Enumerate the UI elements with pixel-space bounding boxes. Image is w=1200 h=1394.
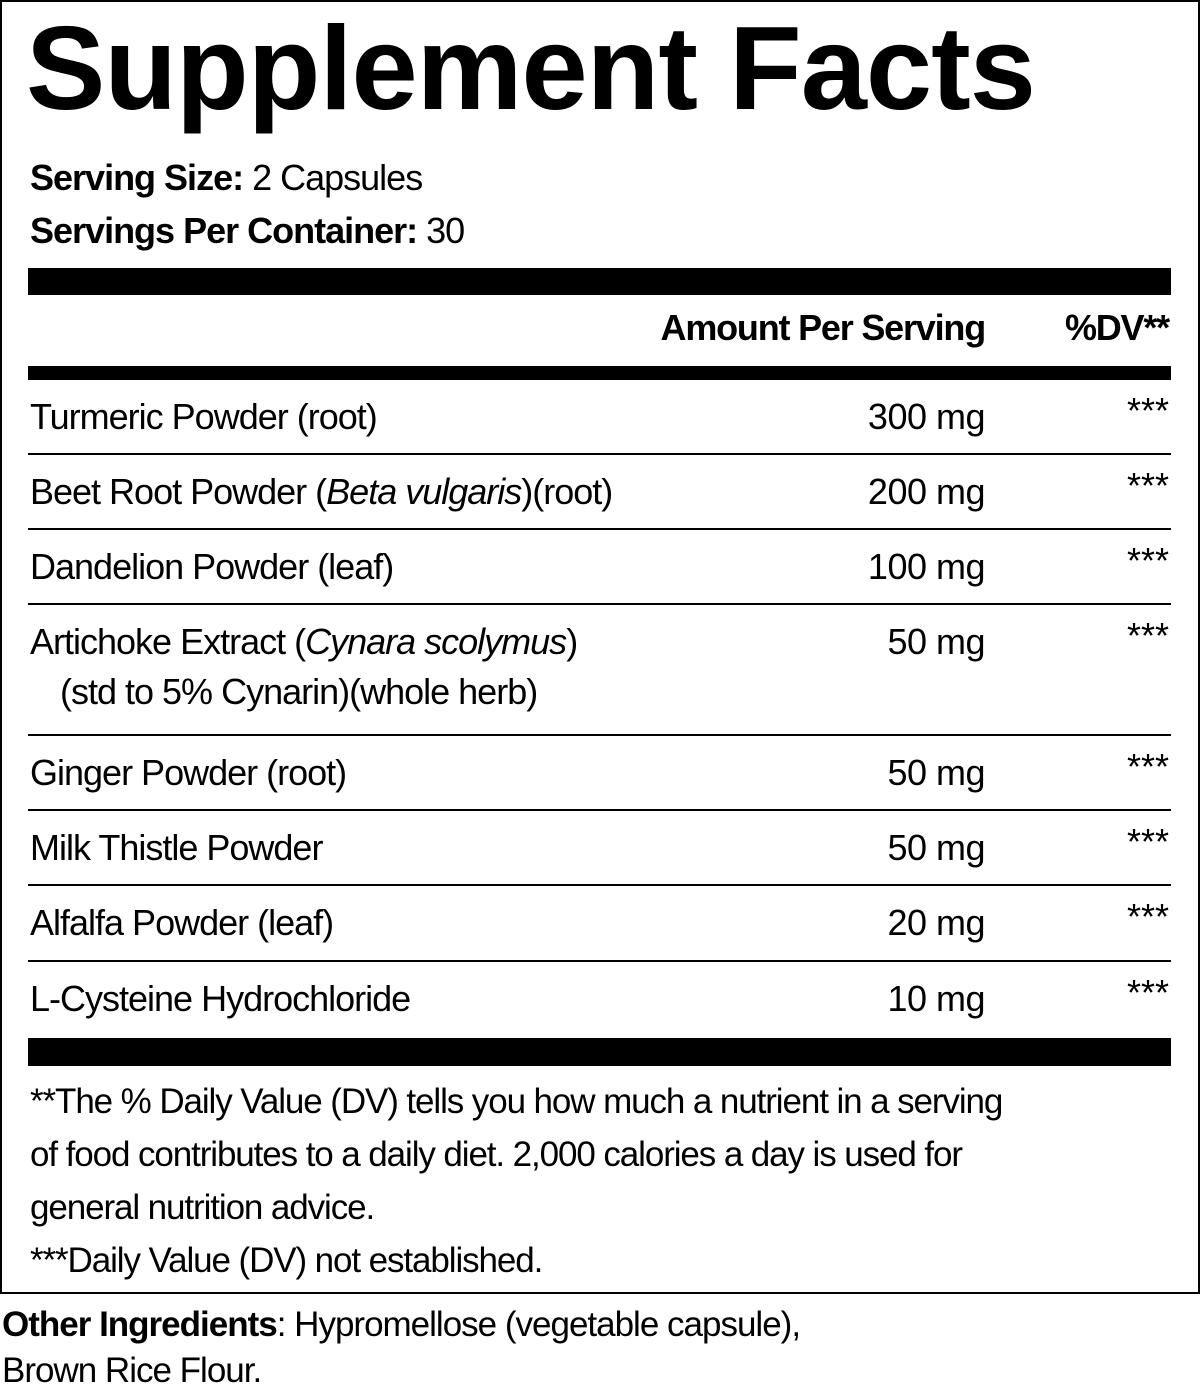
panel-title: Supplement Facts (26, 2, 1036, 135)
ingredient-dv: *** (1126, 896, 1169, 937)
ingredient-row: Alfalfa Powder (leaf) 20 mg *** (28, 886, 1171, 962)
ingredient-name: Beet Root Powder (Beta vulgaris)(root) (30, 467, 613, 517)
divider-thick-bottom (28, 1038, 1171, 1066)
servings-value: 30 (426, 210, 465, 251)
ingredient-latin-name: Cynara scolymus (305, 621, 567, 662)
footnote-line: **The % Daily Value (DV) tells you how m… (30, 1082, 1003, 1121)
servings-per-container: Servings Per Container: 30 (30, 209, 465, 253)
ingredient-name: Alfalfa Powder (leaf) (30, 898, 334, 948)
ingredient-name-text: Dandelion Powder (leaf) (30, 546, 394, 587)
ingredient-amount: 10 mg (887, 978, 985, 1019)
ingredient-dv: *** (1126, 465, 1169, 506)
servings-label: Servings Per Container: (30, 210, 418, 251)
ingredient-row: Milk Thistle Powder 50 mg *** (28, 811, 1171, 886)
ingredient-name-text: L-Cysteine Hydrochloride (30, 978, 411, 1019)
ingredient-row: Artichoke Extract (Cynara scolymus) (std … (28, 605, 1171, 736)
ingredient-name: Turmeric Powder (root) (30, 392, 378, 442)
ingredient-dv: *** (1126, 746, 1169, 787)
ingredient-amount: 300 mg (867, 396, 986, 437)
ingredient-amount: 50 mg (887, 827, 985, 868)
footnote-line: ***Daily Value (DV) not established. (30, 1241, 543, 1280)
other-ingredients: Other Ingredients: Hypromellose (vegetab… (2, 1302, 801, 1394)
ingredient-amount: 20 mg (887, 902, 985, 943)
ingredient-amount: 200 mg (867, 471, 986, 512)
footnote-line: general nutrition advice. (30, 1188, 375, 1227)
ingredient-name-text: Turmeric Powder (root) (30, 396, 378, 437)
other-ingredients-label: Other Ingredients (2, 1305, 278, 1344)
header-dv: %DV** (1064, 307, 1170, 348)
ingredient-name-text: ) (566, 621, 578, 662)
ingredient-name: L-Cysteine Hydrochloride (30, 974, 411, 1024)
ingredient-name-detail: (std to 5% Cynarin)(whole herb) (60, 671, 538, 712)
ingredient-name-text: Beet Root Powder ( (30, 471, 327, 512)
ingredient-dv: *** (1126, 821, 1169, 862)
ingredient-row: Ginger Powder (root) 50 mg *** (28, 736, 1171, 811)
ingredient-name: Ginger Powder (root) (30, 748, 347, 798)
ingredient-name-text: )(root) (521, 471, 613, 512)
ingredient-name: Artichoke Extract (Cynara scolymus) (std … (30, 617, 578, 717)
footnote-line: of food contributes to a daily diet. 2,0… (30, 1135, 963, 1174)
serving-size-label: Serving Size: (30, 157, 244, 198)
ingredient-dv: *** (1126, 390, 1169, 431)
ingredient-amount: 50 mg (887, 621, 985, 662)
ingredient-row: Dandelion Powder (leaf) 100 mg *** (28, 530, 1171, 605)
ingredient-row: Turmeric Powder (root) 300 mg *** (28, 380, 1171, 455)
ingredient-name: Dandelion Powder (leaf) (30, 542, 394, 592)
ingredient-name-text: Milk Thistle Powder (30, 827, 323, 868)
ingredient-name-text: Artichoke Extract ( (30, 621, 306, 662)
serving-size: Serving Size: 2 Capsules (30, 156, 423, 200)
serving-size-value: 2 Capsules (252, 157, 423, 198)
other-ingredients-text: : Hypromellose (vegetable capsule), (276, 1305, 801, 1344)
ingredient-dv: *** (1126, 972, 1169, 1013)
ingredient-row: Beet Root Powder (Beta vulgaris)(root) 20… (28, 455, 1171, 530)
footnotes: **The % Daily Value (DV) tells you how m… (30, 1075, 1003, 1287)
ingredient-row: L-Cysteine Hydrochloride 10 mg *** (28, 962, 1171, 1036)
ingredient-latin-name: Beta vulgaris (326, 471, 522, 512)
other-ingredients-text: Brown Rice Flour. (2, 1351, 262, 1390)
divider-medium (28, 366, 1171, 380)
header-amount: Amount Per Serving (660, 307, 987, 348)
ingredient-dv: *** (1126, 615, 1169, 656)
ingredient-amount: 50 mg (887, 752, 985, 793)
ingredient-name-text: Alfalfa Powder (leaf) (30, 902, 334, 943)
ingredient-amount: 100 mg (867, 546, 986, 587)
ingredient-dv: *** (1126, 540, 1169, 581)
ingredient-name: Milk Thistle Powder (30, 823, 323, 873)
divider-thick (28, 268, 1171, 295)
supplement-facts-panel (0, 0, 1200, 1294)
ingredient-name-text: Ginger Powder (root) (30, 752, 347, 793)
